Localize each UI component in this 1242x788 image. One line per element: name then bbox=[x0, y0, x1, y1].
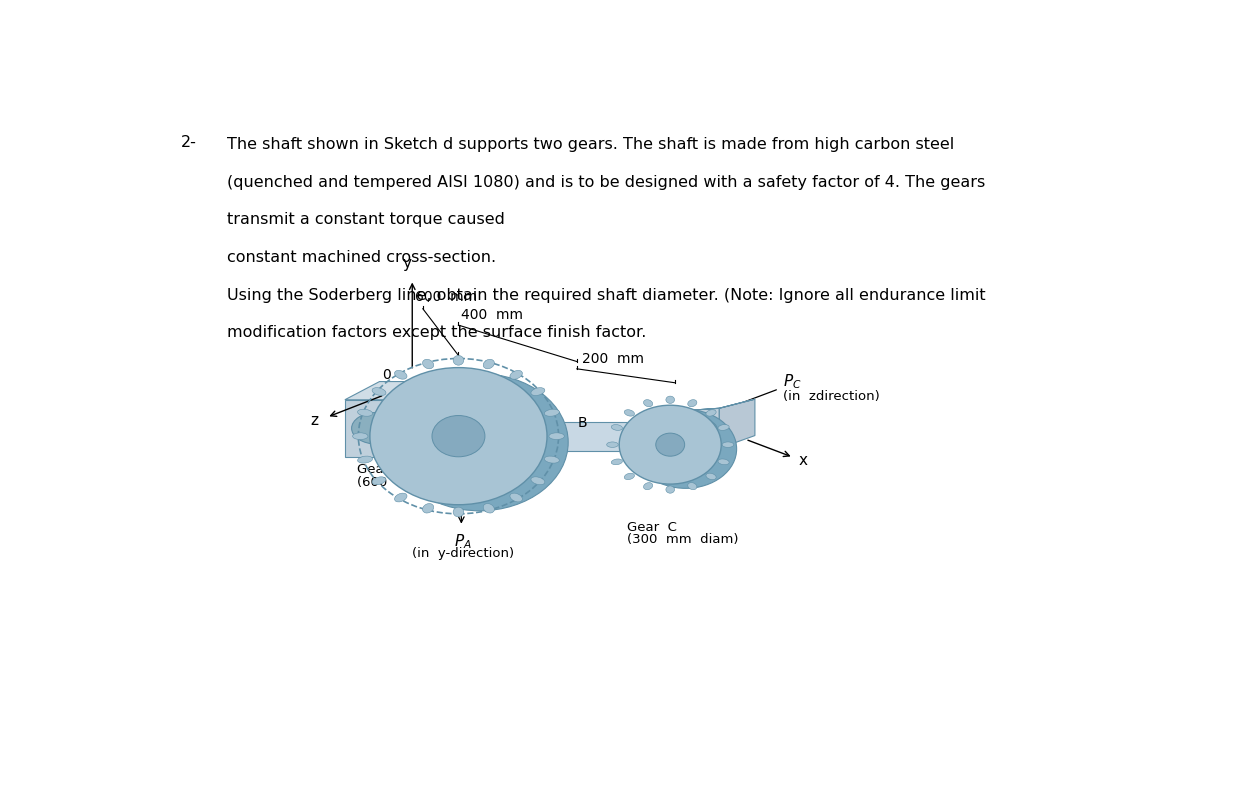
Text: (300  mm  diam): (300 mm diam) bbox=[627, 533, 739, 545]
Ellipse shape bbox=[643, 400, 653, 407]
Text: $P_A$: $P_A$ bbox=[455, 533, 472, 552]
Text: 0: 0 bbox=[381, 368, 391, 382]
Text: A: A bbox=[457, 447, 466, 461]
Text: z: z bbox=[310, 414, 318, 429]
Ellipse shape bbox=[643, 482, 653, 489]
Polygon shape bbox=[719, 400, 755, 448]
Text: modification factors except the surface finish factor.: modification factors except the surface … bbox=[227, 325, 647, 340]
Ellipse shape bbox=[549, 433, 564, 440]
Ellipse shape bbox=[625, 473, 635, 480]
Ellipse shape bbox=[544, 456, 559, 463]
Ellipse shape bbox=[688, 482, 697, 489]
Text: Gear  A: Gear A bbox=[358, 463, 407, 477]
Polygon shape bbox=[409, 381, 447, 457]
Text: Gear  C: Gear C bbox=[627, 521, 677, 533]
Ellipse shape bbox=[358, 456, 373, 463]
Text: Using the Soderberg line, obtain the required shaft diameter. (Note: Ignore all : Using the Soderberg line, obtain the req… bbox=[227, 288, 986, 303]
Ellipse shape bbox=[635, 410, 737, 489]
Ellipse shape bbox=[432, 415, 484, 457]
Ellipse shape bbox=[544, 409, 559, 416]
Ellipse shape bbox=[688, 400, 697, 407]
Text: (in  zdirection): (in zdirection) bbox=[782, 389, 879, 403]
Ellipse shape bbox=[422, 504, 433, 513]
Text: 2: 2 bbox=[730, 423, 739, 437]
Ellipse shape bbox=[391, 374, 568, 511]
Text: The shaft shown in Sketch d supports two gears. The shaft is made from high carb: The shaft shown in Sketch d supports two… bbox=[227, 137, 955, 152]
Ellipse shape bbox=[611, 459, 622, 465]
Ellipse shape bbox=[510, 370, 523, 379]
Polygon shape bbox=[345, 381, 447, 400]
Ellipse shape bbox=[718, 425, 729, 430]
Ellipse shape bbox=[530, 388, 545, 396]
Text: x: x bbox=[799, 453, 807, 468]
Ellipse shape bbox=[718, 459, 729, 465]
Circle shape bbox=[687, 420, 718, 439]
Ellipse shape bbox=[353, 433, 368, 440]
Ellipse shape bbox=[395, 493, 407, 502]
Ellipse shape bbox=[656, 433, 684, 456]
Polygon shape bbox=[684, 408, 719, 451]
Ellipse shape bbox=[373, 388, 386, 396]
Ellipse shape bbox=[358, 409, 373, 416]
Polygon shape bbox=[404, 422, 730, 451]
Text: transmit a constant torque caused: transmit a constant torque caused bbox=[227, 212, 510, 227]
Text: constant machined cross-section.: constant machined cross-section. bbox=[227, 250, 502, 265]
Text: B: B bbox=[578, 416, 587, 430]
Ellipse shape bbox=[666, 396, 674, 403]
Ellipse shape bbox=[606, 442, 619, 448]
Text: (in  y-direction): (in y-direction) bbox=[412, 547, 514, 559]
Ellipse shape bbox=[422, 359, 433, 369]
Ellipse shape bbox=[611, 425, 622, 430]
Ellipse shape bbox=[666, 486, 674, 493]
Ellipse shape bbox=[705, 473, 717, 480]
Ellipse shape bbox=[705, 410, 717, 416]
Ellipse shape bbox=[625, 410, 635, 416]
Ellipse shape bbox=[453, 507, 463, 517]
Ellipse shape bbox=[370, 367, 546, 505]
Ellipse shape bbox=[373, 477, 386, 485]
Polygon shape bbox=[684, 400, 755, 411]
Polygon shape bbox=[345, 400, 409, 457]
Ellipse shape bbox=[722, 442, 734, 448]
Text: 2-: 2- bbox=[181, 136, 197, 151]
Circle shape bbox=[351, 412, 401, 444]
Text: 400  mm: 400 mm bbox=[461, 308, 523, 322]
Ellipse shape bbox=[620, 405, 722, 484]
Text: y: y bbox=[402, 255, 412, 270]
Ellipse shape bbox=[483, 504, 494, 513]
Ellipse shape bbox=[530, 477, 545, 485]
Ellipse shape bbox=[510, 493, 523, 502]
Ellipse shape bbox=[483, 359, 494, 369]
Text: (quenched and tempered AISI 1080) and is to be designed with a safety factor of : (quenched and tempered AISI 1080) and is… bbox=[227, 175, 986, 190]
Ellipse shape bbox=[395, 370, 407, 379]
Text: (600  mm  diam): (600 mm diam) bbox=[358, 476, 468, 489]
Text: 200  mm: 200 mm bbox=[581, 352, 643, 366]
Text: $P_C$: $P_C$ bbox=[782, 372, 801, 391]
Ellipse shape bbox=[453, 355, 463, 365]
Text: C: C bbox=[671, 416, 679, 430]
Text: 600  mm: 600 mm bbox=[415, 290, 477, 304]
